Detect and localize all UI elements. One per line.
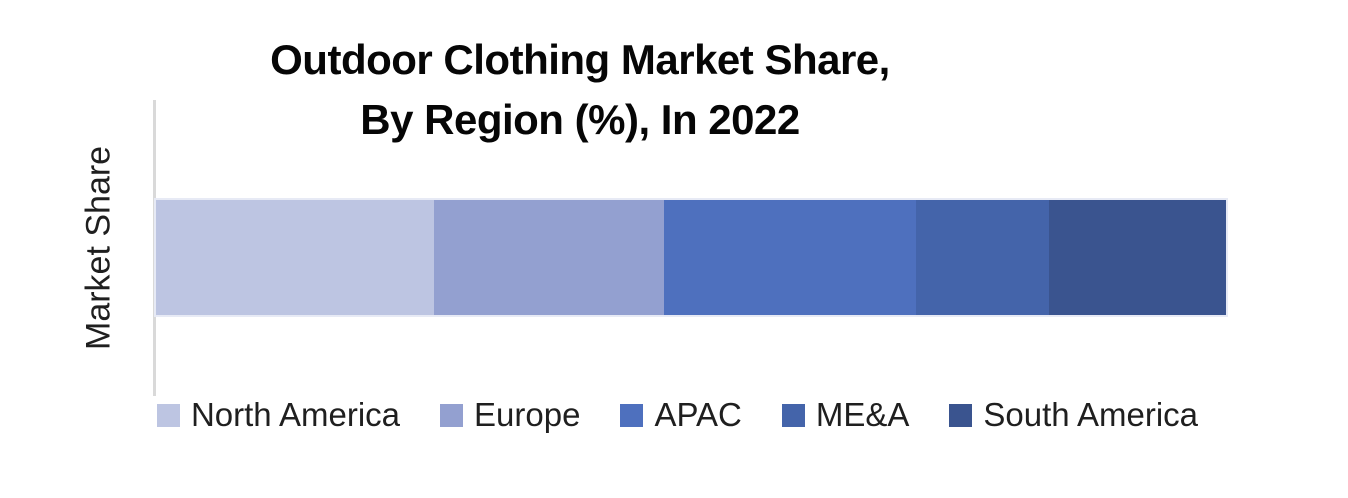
bar-segment-4	[1049, 200, 1226, 315]
legend-label: South America	[983, 396, 1199, 433]
legend-item-1: Europe	[440, 396, 580, 434]
legend-label: ME&A	[815, 396, 910, 433]
chart-title-line1: Outdoor Clothing Market Share,	[270, 36, 890, 83]
legend-swatch-icon	[156, 403, 180, 427]
legend-item-2: APAC	[620, 396, 742, 434]
legend-item-0: North America	[156, 396, 401, 434]
y-axis-title: Market Share	[79, 145, 118, 351]
chart-title: Outdoor Clothing Market Share, By Region…	[180, 30, 980, 150]
legend-swatch-icon	[620, 403, 644, 427]
legend-item-4: South America	[949, 396, 1198, 434]
bar-segment-3	[915, 200, 1050, 315]
legend-swatch-icon	[781, 403, 805, 427]
bar-segment-1	[434, 200, 665, 315]
chart-title-line2: By Region (%), In 2022	[360, 96, 800, 143]
legend-label: APAC	[654, 396, 742, 433]
bar-segment-0	[156, 200, 435, 315]
legend-swatch-icon	[949, 403, 973, 427]
legend-item-3: ME&A	[781, 396, 910, 434]
legend-swatch-icon	[440, 403, 464, 427]
bar-segment-2	[664, 200, 916, 315]
stacked-bar	[156, 200, 1226, 315]
legend-label: Europe	[474, 396, 581, 433]
legend: North America Europe APAC ME&A South America	[120, 396, 1235, 434]
legend-label: North America	[190, 396, 401, 433]
y-axis-line	[153, 100, 156, 396]
